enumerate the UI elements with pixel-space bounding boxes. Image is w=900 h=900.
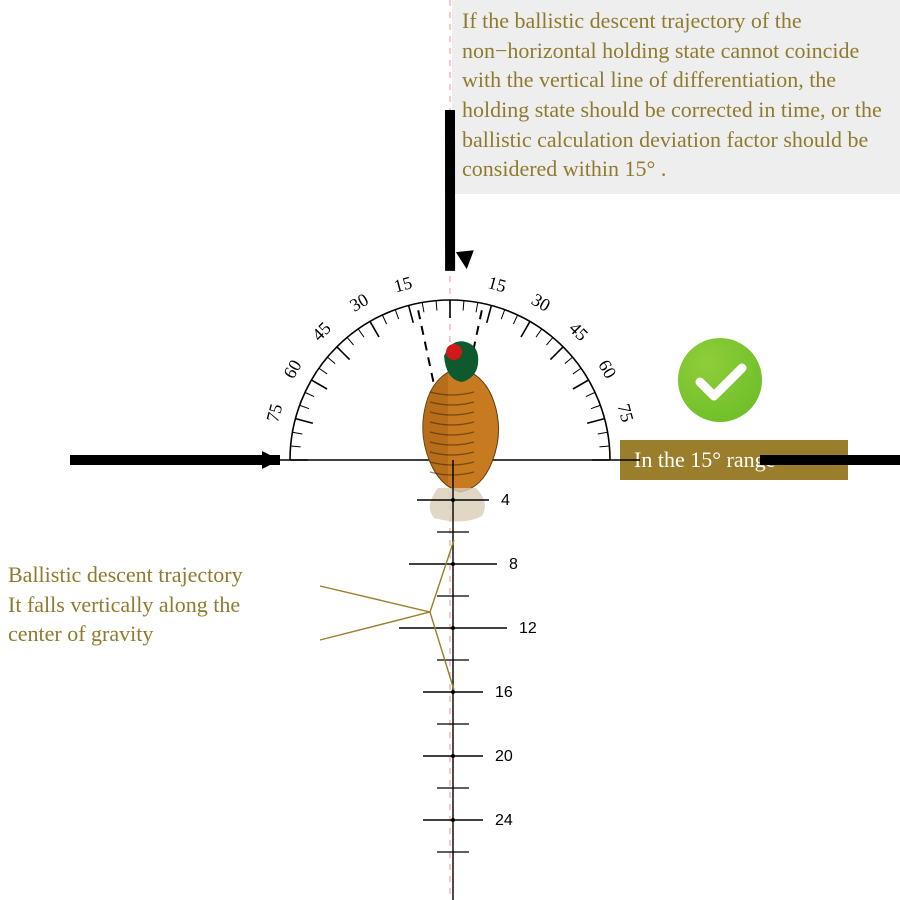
protractor-tick: [305, 392, 314, 396]
protractor-tick: [347, 337, 353, 345]
diagram-svg: 151530304545606075754812162024: [0, 0, 900, 900]
mil-dot: [451, 690, 455, 694]
protractor-tick: [598, 432, 608, 434]
protractor-label: 75: [262, 402, 286, 425]
protractor-label: 45: [565, 318, 592, 345]
protractor-tick: [319, 368, 327, 374]
protractor-tick: [395, 310, 398, 319]
target-bird: [423, 341, 499, 521]
protractor-tick: [295, 419, 312, 424]
mil-dot: [451, 562, 455, 566]
mil-tick-label: 4: [501, 492, 510, 509]
protractor-tick: [358, 329, 364, 337]
protractor-tick: [521, 321, 530, 337]
protractor-tick: [370, 321, 379, 337]
protractor-tick: [501, 310, 504, 319]
mil-dot: [451, 754, 455, 758]
protractor-tick: [587, 419, 604, 424]
protractor-tick: [292, 432, 302, 434]
protractor-tick: [536, 329, 542, 337]
mil-tick-label: 24: [495, 812, 513, 829]
protractor-tick: [513, 315, 517, 324]
protractor-label: 15: [486, 272, 509, 296]
post-top-tip: [456, 250, 476, 270]
mil-tick-label: 12: [519, 620, 537, 637]
protractor-label: 15: [392, 272, 415, 296]
protractor-tick: [573, 380, 589, 389]
protractor-tick: [573, 368, 581, 374]
diagram-stage: If the ballistic descent trajectory of t…: [0, 0, 900, 900]
mil-dot: [451, 498, 455, 502]
protractor-tick: [422, 302, 424, 312]
protractor-label: 30: [528, 289, 554, 315]
protractor-tick: [291, 446, 301, 447]
protractor-label: 75: [614, 402, 638, 425]
post-top: [433, 110, 466, 271]
protractor-label: 30: [346, 289, 372, 315]
mil-tick-label: 8: [509, 556, 518, 573]
protractor-tick: [591, 405, 600, 408]
mil-dot: [451, 626, 455, 630]
post-left-tip: [262, 451, 280, 469]
protractor-tick: [300, 405, 309, 408]
protractor-tick: [546, 337, 552, 345]
mil-tick-label: 20: [495, 748, 513, 765]
protractor-tick: [327, 357, 335, 363]
protractor-label: 60: [594, 356, 620, 382]
protractor-tick: [436, 301, 437, 311]
protractor-tick: [550, 347, 563, 360]
protractor-tick: [409, 305, 414, 322]
callout-lines: [320, 540, 454, 690]
mil-dot: [451, 818, 455, 822]
protractor-tick: [586, 392, 595, 396]
protractor-tick: [599, 446, 609, 447]
protractor-label: 60: [279, 356, 305, 382]
protractor-tick: [311, 380, 327, 389]
mil-tick-label: 16: [495, 684, 513, 701]
protractor-tick: [463, 301, 464, 311]
protractor-tick: [382, 315, 386, 324]
protractor-tick: [487, 305, 492, 322]
protractor-tick: [565, 357, 573, 363]
protractor-tick: [337, 347, 350, 360]
protractor-label: 45: [308, 318, 335, 345]
check-icon: [678, 338, 762, 422]
protractor-tick: [476, 302, 478, 312]
